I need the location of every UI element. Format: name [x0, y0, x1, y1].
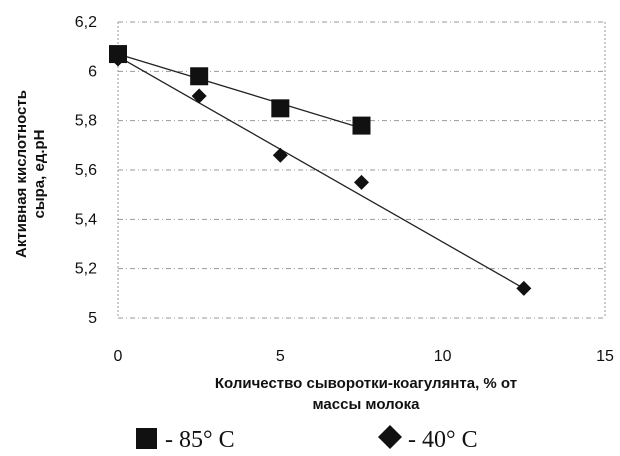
- diamond-point: [354, 174, 369, 190]
- x-tick-label: 5: [276, 348, 285, 365]
- y-tick-label: 5,8: [75, 113, 97, 130]
- legend-label-85: - 85° C: [165, 427, 235, 453]
- x-tick-labels: 0 5 10 15: [114, 348, 614, 365]
- y-tick-label: 6: [88, 63, 97, 80]
- diamond-point: [272, 147, 288, 163]
- trendline-layer: [117, 53, 525, 289]
- y-tick-label: 5,4: [75, 211, 97, 228]
- y-tick-label: 5: [88, 310, 97, 327]
- y-tick-labels: 5 5,2 5,4 5,6 5,8 6 6,2: [75, 14, 97, 327]
- trendline-series-0: [117, 53, 362, 129]
- legend-diamond-marker: [378, 425, 402, 449]
- square-point: [271, 99, 290, 118]
- trendline-series-1: [117, 55, 525, 289]
- y-tick-label: 5,6: [75, 162, 97, 179]
- x-axis-title-line-2: массы молока: [313, 396, 421, 413]
- diamond-point: [516, 280, 532, 296]
- diamond-point: [191, 88, 207, 104]
- x-tick-label: 0: [114, 348, 123, 365]
- y-tick-label: 5,2: [75, 261, 97, 278]
- x-tick-label: 15: [596, 348, 614, 365]
- diamond-point: [110, 51, 126, 67]
- x-axis-title-line-1: Количество сыворотки-коагулянта, % от: [215, 375, 517, 392]
- data-point-layer: [109, 45, 532, 296]
- y-tick-label: 6,2: [75, 14, 97, 31]
- legend-label-40: - 40° C: [408, 427, 478, 453]
- legend-square-marker: [136, 428, 157, 449]
- legend: - 85° C - 40° C: [136, 425, 478, 453]
- square-point: [190, 67, 209, 86]
- y-axis-title-line-2: сыра, ед.pH: [31, 129, 48, 218]
- x-tick-label: 10: [434, 348, 452, 365]
- grid-layer: [117, 21, 606, 319]
- square-point: [352, 116, 371, 135]
- y-axis-title-line-1: Активная кислотность: [13, 90, 30, 258]
